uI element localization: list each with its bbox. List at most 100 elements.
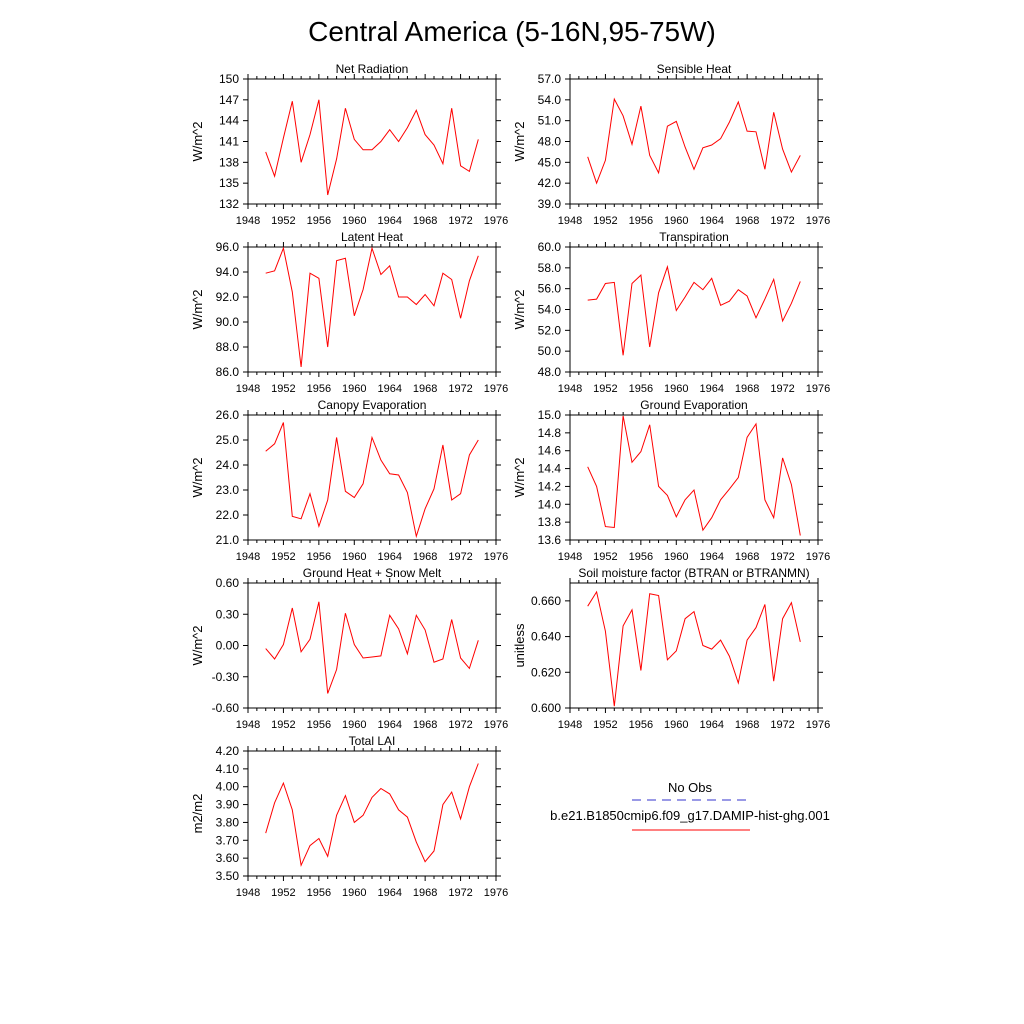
panel-4-ytick-label: 56.0 bbox=[538, 282, 562, 296]
panel-2-xtick-label: 1972 bbox=[770, 215, 794, 227]
panel-2-series-line bbox=[587, 97, 801, 185]
panel-9-xtick-label: 1964 bbox=[377, 887, 401, 899]
panel-4-series-line bbox=[587, 264, 801, 356]
panel-5: Canopy Evaporation W/m^2 1948 1952 1956 1960 1… bbox=[190, 398, 508, 563]
legend-model-label: b.e21.B1850cmip6.f09_g17.DAMIP-hist-ghg.… bbox=[550, 808, 830, 823]
panel-3-xtick-label: 1968 bbox=[413, 383, 437, 395]
panel-7-xtick-label: 1960 bbox=[342, 719, 366, 731]
panel-7-xtick-label: 1948 bbox=[236, 719, 260, 731]
panel-9-ytick-label: 4.00 bbox=[216, 780, 240, 794]
panel-2-ytick-label: 45.0 bbox=[538, 155, 562, 169]
panel-6-frame bbox=[569, 414, 819, 541]
panel-9-series-line bbox=[265, 763, 479, 868]
panel-1-ytick-label: 147 bbox=[219, 93, 239, 107]
panel-7-xtick-label: 1956 bbox=[307, 719, 331, 731]
panel-9-ytick-label: 3.70 bbox=[216, 833, 240, 847]
panel-7-frame bbox=[247, 582, 497, 709]
panel-5-ytick-label: 24.0 bbox=[216, 458, 240, 472]
panel-6-ytick-label: 15.0 bbox=[538, 408, 562, 422]
panel-8-ytick-label: 0.640 bbox=[531, 630, 561, 644]
panel-5-ytick-label: 26.0 bbox=[216, 408, 240, 422]
panel-2-ytick-label: 42.0 bbox=[538, 176, 562, 190]
panel-7-ylabel: W/m^2 bbox=[190, 625, 205, 665]
panel-1-xtick-label: 1952 bbox=[271, 215, 295, 227]
panel-3-title: Latent Heat bbox=[341, 230, 404, 244]
panel-9-xtick-label: 1956 bbox=[307, 887, 331, 899]
panel-8-xtick-label: 1968 bbox=[735, 719, 759, 731]
panel-1-ylabel: W/m^2 bbox=[190, 121, 205, 161]
panel-5-xtick-label: 1972 bbox=[448, 551, 472, 563]
panel-2-ytick-label: 54.0 bbox=[538, 93, 562, 107]
panel-5-xtick-label: 1948 bbox=[236, 551, 260, 563]
panel-4-ytick-label: 58.0 bbox=[538, 261, 562, 275]
panel-4-xtick-label: 1956 bbox=[629, 383, 653, 395]
panel-6-series-line bbox=[587, 415, 801, 536]
panel-5-xtick-label: 1960 bbox=[342, 551, 366, 563]
panel-6-ytick-label: 13.6 bbox=[538, 533, 562, 547]
panel-2-xtick-label: 1948 bbox=[558, 215, 582, 227]
panel-8-xtick-label: 1952 bbox=[593, 719, 617, 731]
panel-2: Sensible Heat W/m^2 1948 1952 1956 1960 1964 19… bbox=[512, 62, 830, 227]
panel-9-xtick-label: 1976 bbox=[484, 887, 508, 899]
panel-4-xtick-label: 1972 bbox=[770, 383, 794, 395]
panel-5-xtick-label: 1964 bbox=[377, 551, 401, 563]
panel-5-xtick-label: 1956 bbox=[307, 551, 331, 563]
panel-4-ytick-label: 54.0 bbox=[538, 303, 562, 317]
panel-1-ytick-label: 141 bbox=[219, 135, 239, 149]
panel-2-ytick-label: 39.0 bbox=[538, 197, 562, 211]
panel-8-ytick-label: 0.600 bbox=[531, 701, 561, 715]
panel-5-ytick-label: 23.0 bbox=[216, 483, 240, 497]
panel-9: Total LAI m2/m2 1948 1952 1956 1960 1964 1968 19… bbox=[190, 734, 508, 899]
panel-4-frame bbox=[569, 246, 819, 373]
panel-5-ytick-label: 25.0 bbox=[216, 433, 240, 447]
panel-7: Ground Heat + Snow Melt W/m^2 1948 1952 1956… bbox=[190, 566, 508, 731]
panel-9-ytick-label: 3.90 bbox=[216, 798, 240, 812]
panel-7-xtick-label: 1952 bbox=[271, 719, 295, 731]
panel-1-ytick-label: 150 bbox=[219, 72, 239, 86]
panel-6-ytick-label: 14.2 bbox=[538, 479, 562, 493]
panel-7-xtick-label: 1972 bbox=[448, 719, 472, 731]
panel-5-frame bbox=[247, 414, 497, 541]
panel-1-xtick-label: 1976 bbox=[484, 215, 508, 227]
panel-2-xtick-label: 1968 bbox=[735, 215, 759, 227]
panel-1-xtick-label: 1960 bbox=[342, 215, 366, 227]
panel-5-xtick-label: 1952 bbox=[271, 551, 295, 563]
panel-2-xtick-label: 1964 bbox=[699, 215, 723, 227]
panel-3: Latent Heat W/m^2 1948 1952 1956 1960 1964 1968… bbox=[190, 230, 508, 395]
panel-3-xtick-label: 1948 bbox=[236, 383, 260, 395]
panel-2-xtick-label: 1960 bbox=[664, 215, 688, 227]
figure-title: Central America (5-16N,95-75W) bbox=[308, 16, 716, 47]
panel-9-ytick-label: 4.20 bbox=[216, 744, 240, 758]
panel-3-xtick-label: 1960 bbox=[342, 383, 366, 395]
panel-1-ytick-label: 132 bbox=[219, 197, 239, 211]
panel-9-xtick-label: 1972 bbox=[448, 887, 472, 899]
panel-3-xtick-label: 1972 bbox=[448, 383, 472, 395]
panel-4: Transpiration W/m^2 1948 1952 1956 1960 1964 19… bbox=[512, 230, 830, 395]
panel-4-ytick-label: 48.0 bbox=[538, 365, 562, 379]
panel-1-xtick-label: 1956 bbox=[307, 215, 331, 227]
panel-9-ylabel: m2/m2 bbox=[190, 794, 205, 834]
panel-1-xtick-label: 1968 bbox=[413, 215, 437, 227]
panel-3-ytick-label: 92.0 bbox=[216, 290, 240, 304]
panel-4-ytick-label: 60.0 bbox=[538, 240, 562, 254]
panel-6-xtick-label: 1976 bbox=[806, 551, 830, 563]
panel-5-series-line bbox=[265, 422, 479, 539]
panel-8-ytick-label: 0.660 bbox=[531, 594, 561, 608]
panel-4-xtick-label: 1968 bbox=[735, 383, 759, 395]
panel-4-ytick-label: 50.0 bbox=[538, 344, 562, 358]
panel-7-ytick-label: 0.00 bbox=[216, 639, 240, 653]
panel-5-xtick-label: 1976 bbox=[484, 551, 508, 563]
panel-3-xtick-label: 1976 bbox=[484, 383, 508, 395]
panel-3-ytick-label: 90.0 bbox=[216, 315, 240, 329]
panel-3-xtick-label: 1952 bbox=[271, 383, 295, 395]
panel-6-xtick-label: 1960 bbox=[664, 551, 688, 563]
panel-2-ytick-label: 48.0 bbox=[538, 135, 562, 149]
panel-7-series-line bbox=[265, 601, 479, 694]
panel-9-xtick-label: 1948 bbox=[236, 887, 260, 899]
panel-7-xtick-label: 1968 bbox=[413, 719, 437, 731]
panel-8-ylabel: unitless bbox=[512, 623, 527, 668]
panel-5-ytick-label: 22.0 bbox=[216, 508, 240, 522]
panel-8-xtick-label: 1976 bbox=[806, 719, 830, 731]
panel-5-title: Canopy Evaporation bbox=[318, 398, 427, 412]
